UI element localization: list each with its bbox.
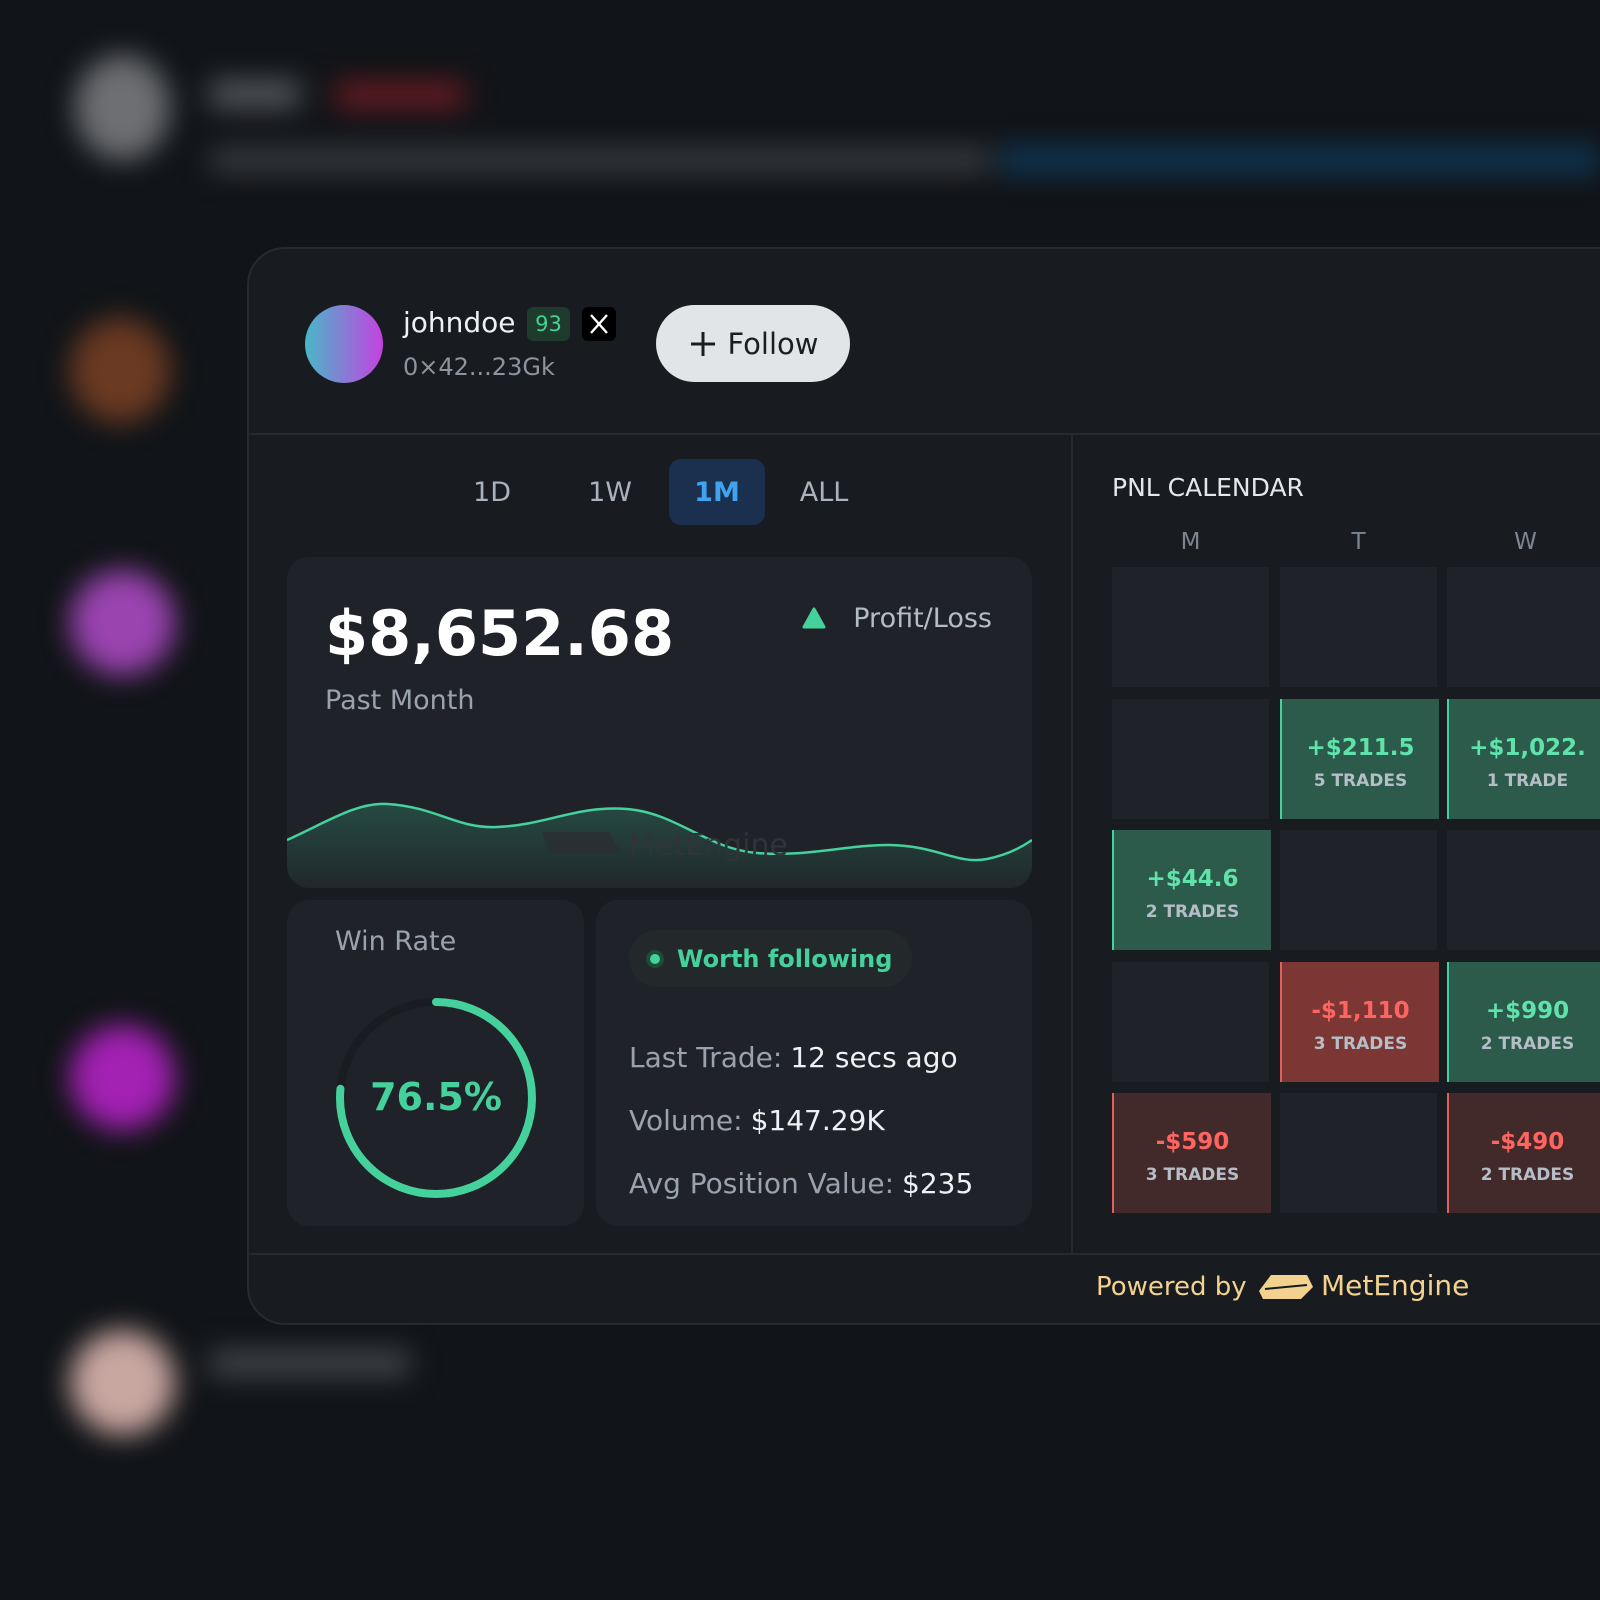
period-tab[interactable]: ALL	[799, 476, 849, 508]
pnl-day: +$990 2 TRADES	[1447, 962, 1600, 1082]
win-rate-title: Win Rate	[335, 926, 457, 957]
pnl-day: +$1,022. 1 TRADE	[1447, 699, 1600, 819]
pnl-day: -$490 2 TRADES	[1447, 1093, 1600, 1213]
empty-day	[1112, 962, 1269, 1082]
empty-day	[1280, 1093, 1437, 1213]
empty-day	[1280, 567, 1437, 687]
day-amount: +$44.6	[1146, 866, 1239, 892]
day-trades: 3 TRADES	[1313, 1034, 1408, 1054]
stat-label: Avg Position Value:	[629, 1167, 895, 1200]
period-tab[interactable]: 1D	[473, 476, 511, 508]
day-label: M	[1180, 529, 1201, 555]
stat-value: $235	[902, 1167, 974, 1200]
day-amount: -$1,110	[1311, 998, 1410, 1024]
day-amount: +$1,022.	[1469, 735, 1586, 761]
divider	[249, 1253, 1600, 1255]
bg-line	[210, 80, 300, 108]
bg-avatar	[70, 1025, 175, 1130]
pnl-period: Past Month	[325, 685, 475, 716]
day-trades: 1 TRADE	[1486, 771, 1569, 791]
brand-logo	[1259, 1275, 1313, 1299]
win-rate-panel: Win Rate 76.5%	[287, 900, 584, 1226]
plus-icon	[690, 331, 715, 356]
status-dot	[646, 949, 664, 968]
calendar-title: PNL CALENDAR	[1112, 473, 1304, 502]
sparkline	[287, 802, 1032, 888]
trader-card: johndoe 93 0×42...23Gk Follow 1D 1W 1M ALL …	[247, 247, 1600, 1325]
pnl-day: -$590 3 TRADES	[1112, 1093, 1271, 1213]
day-label: T	[1351, 529, 1366, 555]
bg-avatar	[70, 318, 170, 423]
status-panel: Worth following Last Trade: 12 secs ago Vo…	[596, 900, 1032, 1226]
period-tab[interactable]: 1W	[588, 476, 632, 508]
watermark: MetEngine	[629, 828, 788, 863]
bg-avatar	[75, 55, 170, 160]
day-amount: +$211.5	[1306, 735, 1415, 761]
pnl-amount: $8,652.68	[325, 597, 675, 670]
day-label: W	[1514, 529, 1537, 555]
legend-label: Profit/Loss	[853, 603, 992, 634]
divider	[1071, 433, 1073, 1253]
stat-row: Volume: $147.29K	[629, 1107, 885, 1135]
win-rate-ring	[336, 998, 536, 1198]
day-trades: 2 TRADES	[1480, 1034, 1575, 1054]
win-rate-arc	[336, 998, 536, 1198]
day-trades: 2 TRADES	[1145, 902, 1240, 922]
x-icon[interactable]	[582, 307, 616, 341]
bg-line	[210, 148, 990, 172]
pnl-day: +$211.5 5 TRADES	[1280, 699, 1439, 819]
username: johndoe	[403, 306, 516, 339]
bg-avatar	[70, 570, 175, 675]
score-badge: 93	[527, 307, 570, 341]
day-amount: +$990	[1485, 998, 1570, 1024]
stat-label: Last Trade:	[629, 1041, 783, 1074]
day-amount: -$590	[1155, 1129, 1230, 1155]
wallet-address: 0×42...23Gk	[403, 353, 555, 381]
bg-tag	[335, 82, 465, 108]
stat-row: Avg Position Value: $235	[629, 1170, 973, 1198]
stat-row: Last Trade: 12 secs ago	[629, 1044, 958, 1072]
empty-day	[1447, 567, 1600, 687]
pnl-day: -$1,110 3 TRADES	[1280, 962, 1439, 1082]
day-trades: 3 TRADES	[1145, 1165, 1240, 1185]
status-text: Worth following	[677, 944, 893, 973]
stat-label: Volume:	[629, 1104, 743, 1137]
win-rate-label: 76.5%	[370, 1075, 502, 1119]
day-trades: 5 TRADES	[1313, 771, 1408, 791]
empty-day	[1112, 699, 1269, 819]
status-badge: Worth following	[629, 930, 913, 987]
footer-text: Powered by	[1096, 1272, 1247, 1302]
avatar	[305, 305, 383, 383]
empty-day	[1447, 830, 1600, 950]
bg-link	[1000, 146, 1600, 174]
stat-value: 12 secs ago	[790, 1041, 958, 1074]
footer-brand: MetEngine	[1321, 1269, 1470, 1302]
legend-icon	[802, 607, 826, 629]
stat-value: $147.29K	[750, 1104, 885, 1137]
follow-label: Follow	[727, 326, 819, 361]
divider	[249, 433, 1600, 435]
bg-line	[210, 1350, 410, 1376]
follow-button[interactable]: Follow	[656, 305, 850, 382]
empty-day	[1280, 830, 1437, 950]
day-amount: -$490	[1490, 1129, 1565, 1155]
period-tab[interactable]: 1M	[669, 459, 765, 525]
bg-avatar	[70, 1330, 175, 1435]
empty-day	[1112, 567, 1269, 687]
pnl-panel: $8,652.68 Past Month Profit/Loss MetEngi…	[287, 557, 1032, 888]
pnl-day: +$44.6 2 TRADES	[1112, 830, 1271, 950]
day-trades: 2 TRADES	[1480, 1165, 1575, 1185]
